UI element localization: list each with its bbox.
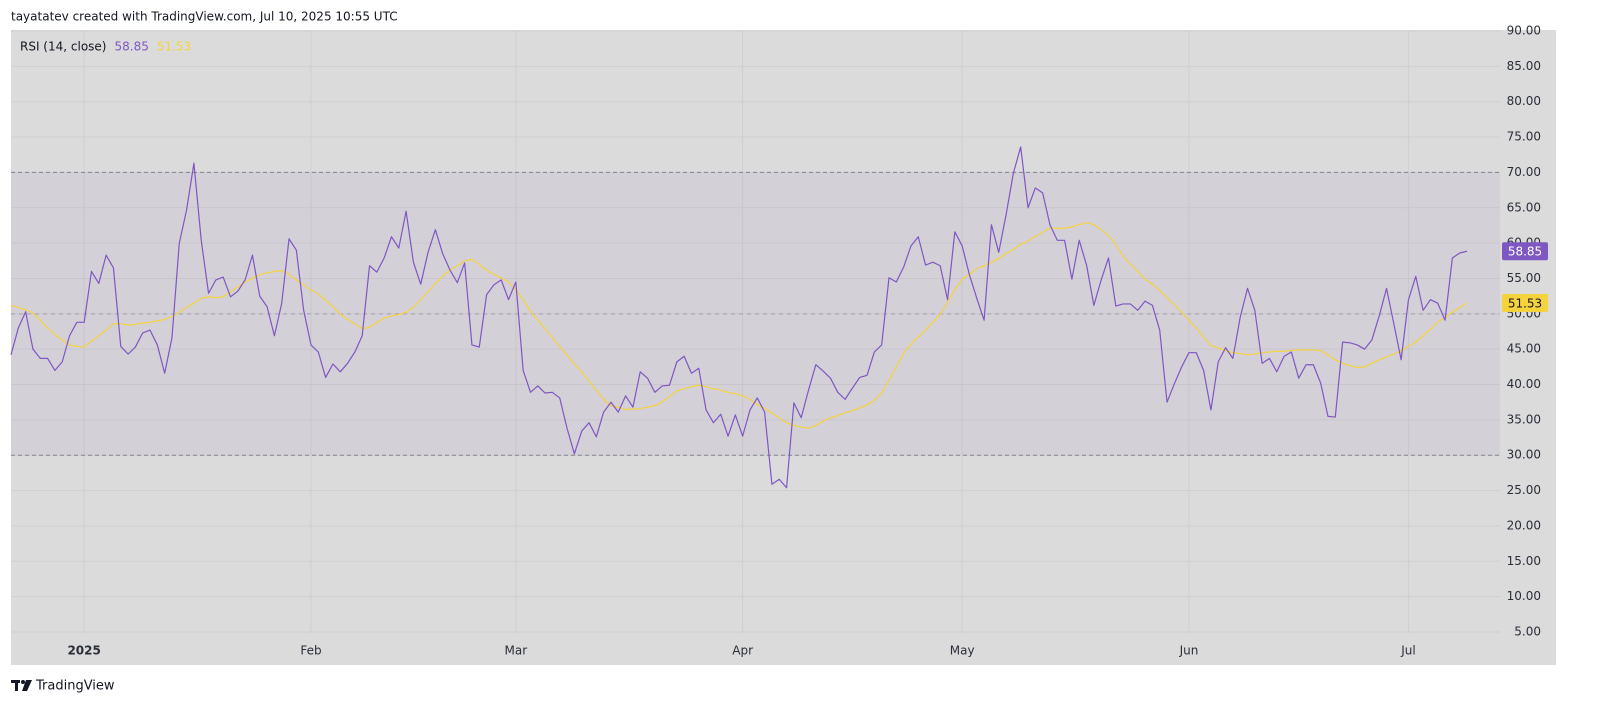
price-badge-label: 51.53	[1508, 297, 1542, 311]
x-tick-label: Mar	[505, 644, 528, 658]
y-tick-label: 90.00	[1507, 24, 1541, 38]
y-tick-label: 20.00	[1507, 518, 1541, 532]
y-tick-label: 45.00	[1507, 342, 1541, 356]
price-badge-label: 58.85	[1508, 245, 1542, 259]
x-tick-label: May	[950, 644, 975, 658]
y-tick-label: 10.00	[1507, 589, 1541, 603]
y-tick-label: 25.00	[1507, 483, 1541, 497]
logo	[11, 680, 32, 691]
header: tayatatev created with TradingView.com, …	[11, 10, 398, 24]
series-line	[10, 146, 1468, 489]
logo-part	[22, 680, 32, 691]
x-tick-label: Jul	[1400, 644, 1415, 658]
y-tick-label: 55.00	[1507, 271, 1541, 285]
logo-part	[15, 680, 18, 691]
y-tick-label: 80.00	[1507, 94, 1541, 108]
y-tick-label: 65.00	[1507, 200, 1541, 214]
logo-part	[21, 680, 25, 684]
x-tick-label: Apr	[732, 644, 753, 658]
bands	[11, 171, 1500, 456]
axes: 5.00 10.00 15.00 20.00 25.00 30.00 35.00 40.00 4…	[67, 24, 1548, 658]
y-tick-label: 15.00	[1507, 554, 1541, 568]
footer: TradingView	[35, 679, 115, 694]
chart-background	[11, 30, 1556, 665]
x-tick-label: 2025	[67, 644, 100, 658]
y-tick-label: 35.00	[1507, 412, 1541, 426]
x-tick-label: Jun	[1179, 644, 1199, 658]
legend-value: 58.85	[114, 40, 148, 54]
price-badge	[1502, 294, 1548, 313]
series	[10, 146, 1468, 489]
x-tick-label: Feb	[300, 644, 321, 658]
y-tick-label: 85.00	[1507, 59, 1541, 73]
y-tick-label: 70.00	[1507, 165, 1541, 179]
indicator-label: RSI (14, close)	[20, 40, 106, 54]
y-tick-label: 30.00	[1507, 448, 1541, 462]
y-tick-label: 40.00	[1507, 377, 1541, 391]
y-tick-label: 5.00	[1514, 625, 1541, 639]
y-tick-label: 75.00	[1507, 130, 1541, 144]
legend-value: 51.53	[157, 40, 191, 54]
price-badge	[1502, 242, 1548, 261]
